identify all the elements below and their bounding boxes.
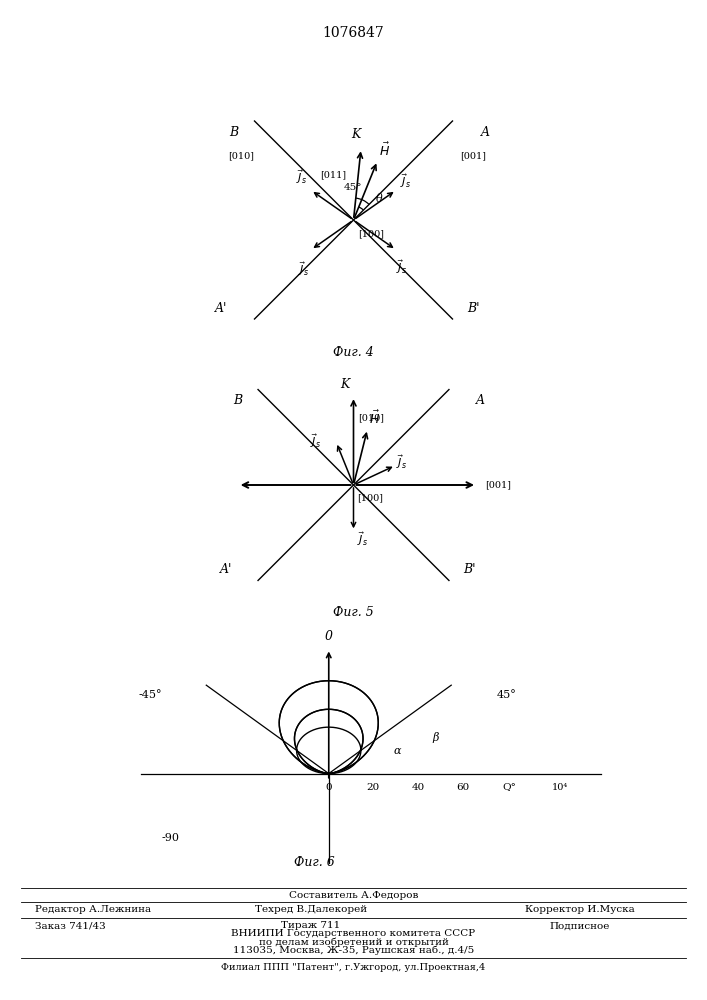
Text: $\vec{H}$: $\vec{H}$ xyxy=(380,141,390,159)
Text: $\vec{J}_s$: $\vec{J}_s$ xyxy=(396,453,407,471)
Text: 60: 60 xyxy=(456,782,469,792)
Text: Фиг. 6: Фиг. 6 xyxy=(293,856,334,869)
Text: [010]: [010] xyxy=(358,413,384,422)
Text: [011]: [011] xyxy=(320,171,346,180)
Text: 113035, Москва, Ж-35, Раушская наб., д.4/5: 113035, Москва, Ж-35, Раушская наб., д.4… xyxy=(233,945,474,955)
Text: K: K xyxy=(351,128,361,141)
Text: Фиг. 4: Фиг. 4 xyxy=(333,346,374,359)
Text: Q°: Q° xyxy=(502,782,516,792)
Text: B': B' xyxy=(467,302,480,314)
Text: 40: 40 xyxy=(411,782,424,792)
Text: 0: 0 xyxy=(325,782,332,792)
Text: по делам изобретений и открытий: по делам изобретений и открытий xyxy=(259,937,448,947)
Text: Филиал ППП "Патент", г.Ужгород, ул.Проектная,4: Филиал ППП "Патент", г.Ужгород, ул.Проек… xyxy=(221,962,486,972)
Text: 45°: 45° xyxy=(344,183,362,192)
Text: $\vec{J}_s$: $\vec{J}_s$ xyxy=(399,172,411,190)
Text: α: α xyxy=(393,746,401,756)
Text: Подписное: Подписное xyxy=(549,922,610,930)
Text: Корректор И.Муска: Корректор И.Муска xyxy=(525,906,635,914)
Text: $\vec{J}_s$: $\vec{J}_s$ xyxy=(395,258,407,276)
Text: β: β xyxy=(433,732,439,743)
Text: 20: 20 xyxy=(367,782,380,792)
Text: $\vec{H}$: $\vec{H}$ xyxy=(370,410,380,427)
Text: Редактор А.Лежнина: Редактор А.Лежнина xyxy=(35,906,151,914)
Text: [001]: [001] xyxy=(460,151,486,160)
Text: 45°: 45° xyxy=(497,690,517,700)
Text: Техред В.Далекорей: Техред В.Далекорей xyxy=(255,906,367,914)
Text: B: B xyxy=(233,394,243,407)
Text: K: K xyxy=(340,377,350,390)
Text: -45°: -45° xyxy=(139,690,163,700)
Text: A: A xyxy=(481,125,490,138)
Text: Составитель А.Федоров: Составитель А.Федоров xyxy=(289,890,418,900)
Text: $\vec{J}_s$: $\vec{J}_s$ xyxy=(310,432,321,450)
Text: A': A' xyxy=(216,302,228,314)
Text: [001]: [001] xyxy=(484,481,510,489)
Text: θ: θ xyxy=(375,194,382,204)
Text: [100]: [100] xyxy=(358,229,385,238)
Text: ВНИИПИ Государственного комитета СССР: ВНИИПИ Государственного комитета СССР xyxy=(231,930,476,938)
Text: 0: 0 xyxy=(325,630,333,643)
Text: $\vec{J}_s$: $\vec{J}_s$ xyxy=(296,168,308,186)
Text: $\vec{J}_s$: $\vec{J}_s$ xyxy=(298,260,310,278)
Text: Фиг. 5: Фиг. 5 xyxy=(333,606,374,619)
Text: 10⁴: 10⁴ xyxy=(551,782,568,792)
Text: Тираж 711: Тираж 711 xyxy=(281,922,341,930)
Text: Заказ 741/43: Заказ 741/43 xyxy=(35,922,106,930)
Text: A: A xyxy=(477,394,485,407)
Text: B: B xyxy=(229,125,238,138)
Text: B': B' xyxy=(463,563,476,576)
Text: [100]: [100] xyxy=(357,493,383,502)
Text: 1076847: 1076847 xyxy=(322,26,385,40)
Text: $\vec{J}_s$: $\vec{J}_s$ xyxy=(357,530,368,548)
Text: A': A' xyxy=(220,563,233,576)
Text: -90: -90 xyxy=(161,833,180,843)
Text: [010]: [010] xyxy=(228,151,255,160)
